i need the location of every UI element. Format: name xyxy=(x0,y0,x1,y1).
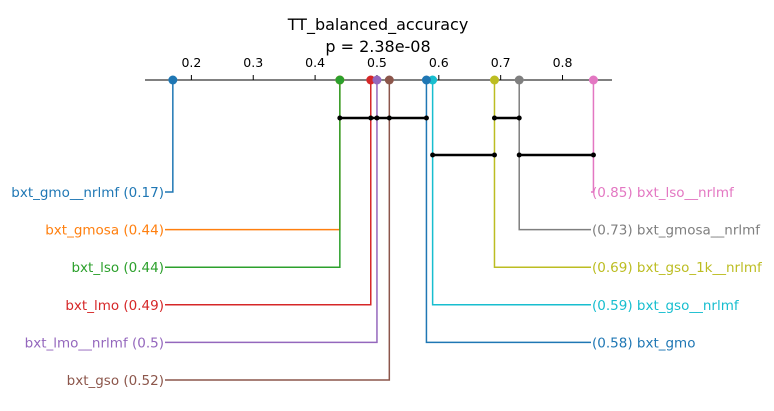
method-label: bxt_lmo__nrlmf (0.5) xyxy=(25,335,164,351)
axis-tick-label: 0.6 xyxy=(429,55,449,70)
method-marker xyxy=(428,75,438,85)
clique-point xyxy=(368,115,374,121)
axis-tick-label: 0.7 xyxy=(491,55,511,70)
chart-subtitle: p = 2.38e-08 xyxy=(325,37,430,56)
chart-title: TT_balanced_accuracy xyxy=(287,15,469,35)
clique-point xyxy=(374,115,380,121)
clique-bars xyxy=(337,115,596,158)
method-connector xyxy=(493,80,591,268)
axis-tick-label: 0.8 xyxy=(553,55,573,70)
method-label: bxt_gso (0.52) xyxy=(67,373,164,389)
method-label: bxt_lmo (0.49) xyxy=(65,298,164,314)
clique-point xyxy=(386,115,392,121)
method-connector xyxy=(165,80,372,306)
method-markers xyxy=(168,75,598,85)
method-connector xyxy=(165,80,341,268)
method-connector xyxy=(518,80,591,231)
method-marker xyxy=(372,75,382,85)
clique-point xyxy=(491,115,497,121)
method-marker xyxy=(335,75,345,85)
method-connector xyxy=(591,80,595,193)
clique-point xyxy=(516,152,522,158)
clique-point xyxy=(430,152,436,158)
method-label: bxt_gmosa (0.44) xyxy=(45,223,164,239)
method-marker xyxy=(421,75,431,85)
method-label: (0.58) bxt_gmo xyxy=(592,335,695,351)
method-connector xyxy=(165,80,391,381)
axis-tick-label: 0.3 xyxy=(243,55,263,70)
method-connector xyxy=(425,80,591,344)
axis-ticks: 0.2 0.3 0.4 0.5 0.6 0.7 0.8 xyxy=(181,55,572,80)
method-connector xyxy=(165,80,174,193)
method-connector xyxy=(165,80,341,231)
method-label: (0.73) bxt_gmosa__nrlmf xyxy=(592,223,761,239)
method-marker xyxy=(489,75,499,85)
method-label: bxt_gmo__nrlmf (0.17) xyxy=(11,185,164,201)
method-marker xyxy=(168,75,178,85)
method-label: (0.85) bxt_lso__nrlmf xyxy=(592,185,735,201)
clique-point xyxy=(590,152,596,158)
clique-point xyxy=(516,115,522,121)
method-labels: bxt_gmo__nrlmf (0.17) bxt_gmosa (0.44) bxt… xyxy=(11,185,763,389)
method-label: bxt_lso (0.44) xyxy=(71,260,164,276)
clique-point xyxy=(491,152,497,158)
method-connectors xyxy=(165,80,595,381)
method-connector xyxy=(165,80,378,344)
method-connector xyxy=(431,80,591,306)
method-marker xyxy=(384,75,394,85)
method-label: (0.59) bxt_gso__nrlmf xyxy=(592,298,740,314)
method-label: (0.69) bxt_gso_1k__nrlmf xyxy=(592,260,763,276)
clique-point xyxy=(337,115,343,121)
axis-tick-label: 0.5 xyxy=(367,55,387,70)
method-marker xyxy=(588,75,598,85)
axis-tick-label: 0.2 xyxy=(181,55,201,70)
method-marker xyxy=(514,75,524,85)
axis-tick-label: 0.4 xyxy=(305,55,325,70)
method-marker xyxy=(366,75,376,85)
clique-point xyxy=(423,115,429,121)
